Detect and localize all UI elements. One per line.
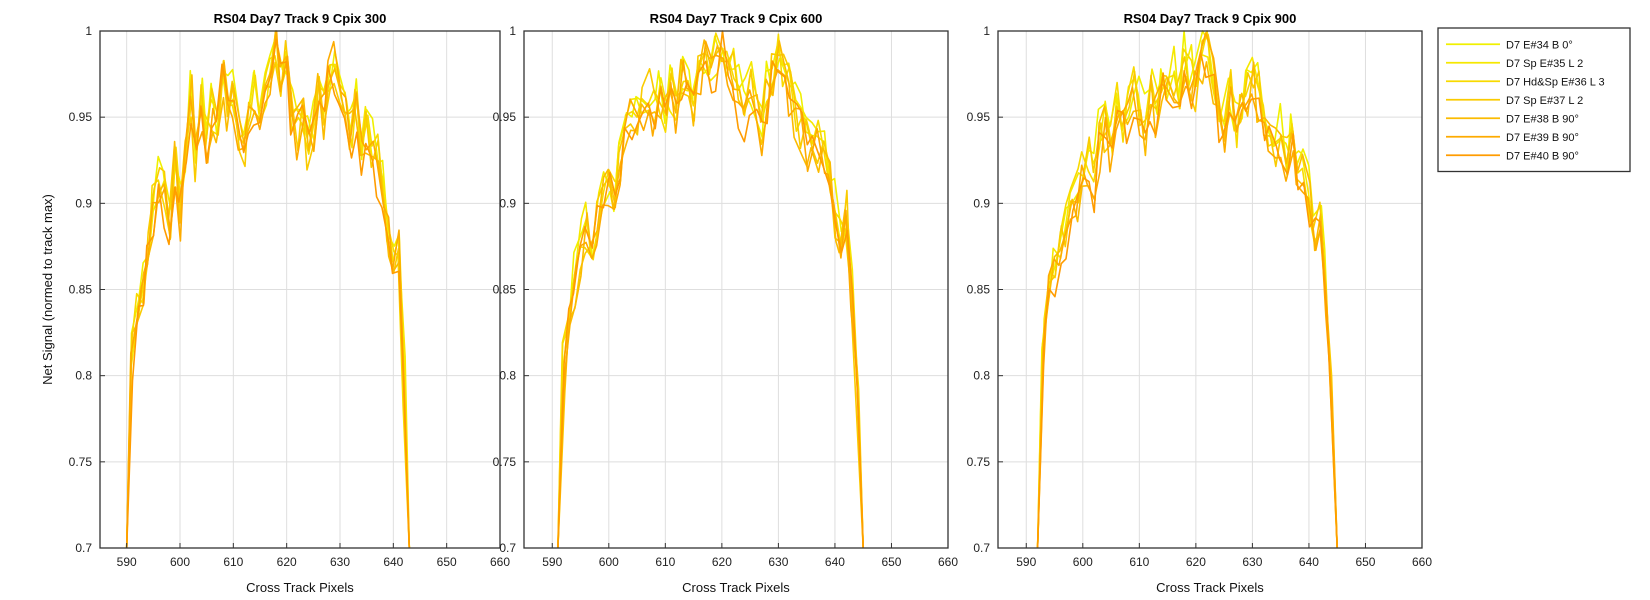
y-tick-label: 0.95 xyxy=(967,110,991,124)
x-tick-label: 600 xyxy=(1073,555,1093,569)
x-tick-label: 590 xyxy=(1016,555,1036,569)
y-tick-label: 0.7 xyxy=(499,541,516,555)
x-tick-label: 630 xyxy=(330,555,350,569)
series-line-3-3 xyxy=(1036,30,1338,549)
x-tick-label: 600 xyxy=(170,555,190,569)
y-tick-label: 0.8 xyxy=(499,369,516,383)
x-tick-label: 660 xyxy=(938,555,958,569)
y-tick-label: 0.7 xyxy=(973,541,990,555)
y-tick-label: 0.9 xyxy=(973,196,990,210)
chart-title-3: RS04 Day7 Track 9 Cpix 900 xyxy=(1124,11,1297,26)
series-line-2-2 xyxy=(557,45,864,549)
y-tick-label: 0.95 xyxy=(69,110,93,124)
y-tick-label: 0.9 xyxy=(499,196,516,210)
y-tick-label: 1 xyxy=(509,24,516,38)
y-tick-label: 0.8 xyxy=(973,369,990,383)
x-tick-label: 630 xyxy=(1242,555,1262,569)
y-tick-label: 0.75 xyxy=(967,455,991,469)
x-tick-label: 620 xyxy=(1186,555,1206,569)
y-tick-label: 0.75 xyxy=(493,455,517,469)
x-axis-label-3: Cross Track Pixels xyxy=(1156,580,1264,595)
x-tick-label: 600 xyxy=(599,555,619,569)
x-tick-label: 640 xyxy=(825,555,845,569)
x-tick-label: 650 xyxy=(1355,555,1375,569)
y-tick-label: 0.7 xyxy=(75,541,92,555)
legend-label-2: D7 Sp E#35 L 2 xyxy=(1506,58,1583,70)
series-line-1-7 xyxy=(125,38,411,549)
x-tick-label: 620 xyxy=(277,555,297,569)
y-tick-label: 0.85 xyxy=(967,283,991,297)
y-tick-label: 1 xyxy=(85,24,92,38)
series-line-3-7 xyxy=(1036,51,1338,549)
legend-label-5: D7 E#38 B 90° xyxy=(1506,113,1579,125)
x-tick-label: 590 xyxy=(117,555,137,569)
x-tick-label: 620 xyxy=(712,555,732,569)
x-tick-label: 610 xyxy=(223,555,243,569)
x-tick-label: 650 xyxy=(881,555,901,569)
y-tick-label: 0.85 xyxy=(69,283,93,297)
series-line-1-5 xyxy=(125,30,411,549)
series-line-2-7 xyxy=(557,30,864,549)
legend-label-7: D7 E#40 B 90° xyxy=(1506,150,1579,162)
legend-label-1: D7 E#34 B 0° xyxy=(1506,39,1573,51)
y-tick-label: 1 xyxy=(983,24,990,38)
x-tick-label: 610 xyxy=(655,555,675,569)
y-tick-label: 0.75 xyxy=(69,455,93,469)
x-tick-label: 640 xyxy=(1299,555,1319,569)
x-tick-label: 660 xyxy=(1412,555,1432,569)
x-tick-label: 640 xyxy=(383,555,403,569)
x-axis-label-1: Cross Track Pixels xyxy=(246,580,354,595)
chart-title-2: RS04 Day7 Track 9 Cpix 600 xyxy=(650,11,823,26)
y-axis-label: Net Signal (normed to track max) xyxy=(40,194,55,385)
legend-label-6: D7 E#39 B 90° xyxy=(1506,132,1579,144)
series-line-2-5 xyxy=(557,39,864,549)
series-line-2-6 xyxy=(557,40,864,549)
legend-label-3: D7 Hd&Sp E#36 L 3 xyxy=(1506,76,1605,88)
legend-label-4: D7 Sp E#37 L 2 xyxy=(1506,95,1583,107)
x-axis-label-2: Cross Track Pixels xyxy=(682,580,790,595)
x-tick-label: 630 xyxy=(768,555,788,569)
x-tick-label: 650 xyxy=(437,555,457,569)
y-tick-label: 0.85 xyxy=(493,283,517,297)
chart-title-1: RS04 Day7 Track 9 Cpix 300 xyxy=(214,11,387,26)
x-tick-label: 590 xyxy=(542,555,562,569)
series-line-3-4 xyxy=(1036,33,1338,549)
y-tick-label: 0.9 xyxy=(75,196,92,210)
x-tick-label: 610 xyxy=(1129,555,1149,569)
y-tick-label: 0.8 xyxy=(75,369,92,383)
y-tick-label: 0.95 xyxy=(493,110,517,124)
x-tick-label: 660 xyxy=(490,555,510,569)
